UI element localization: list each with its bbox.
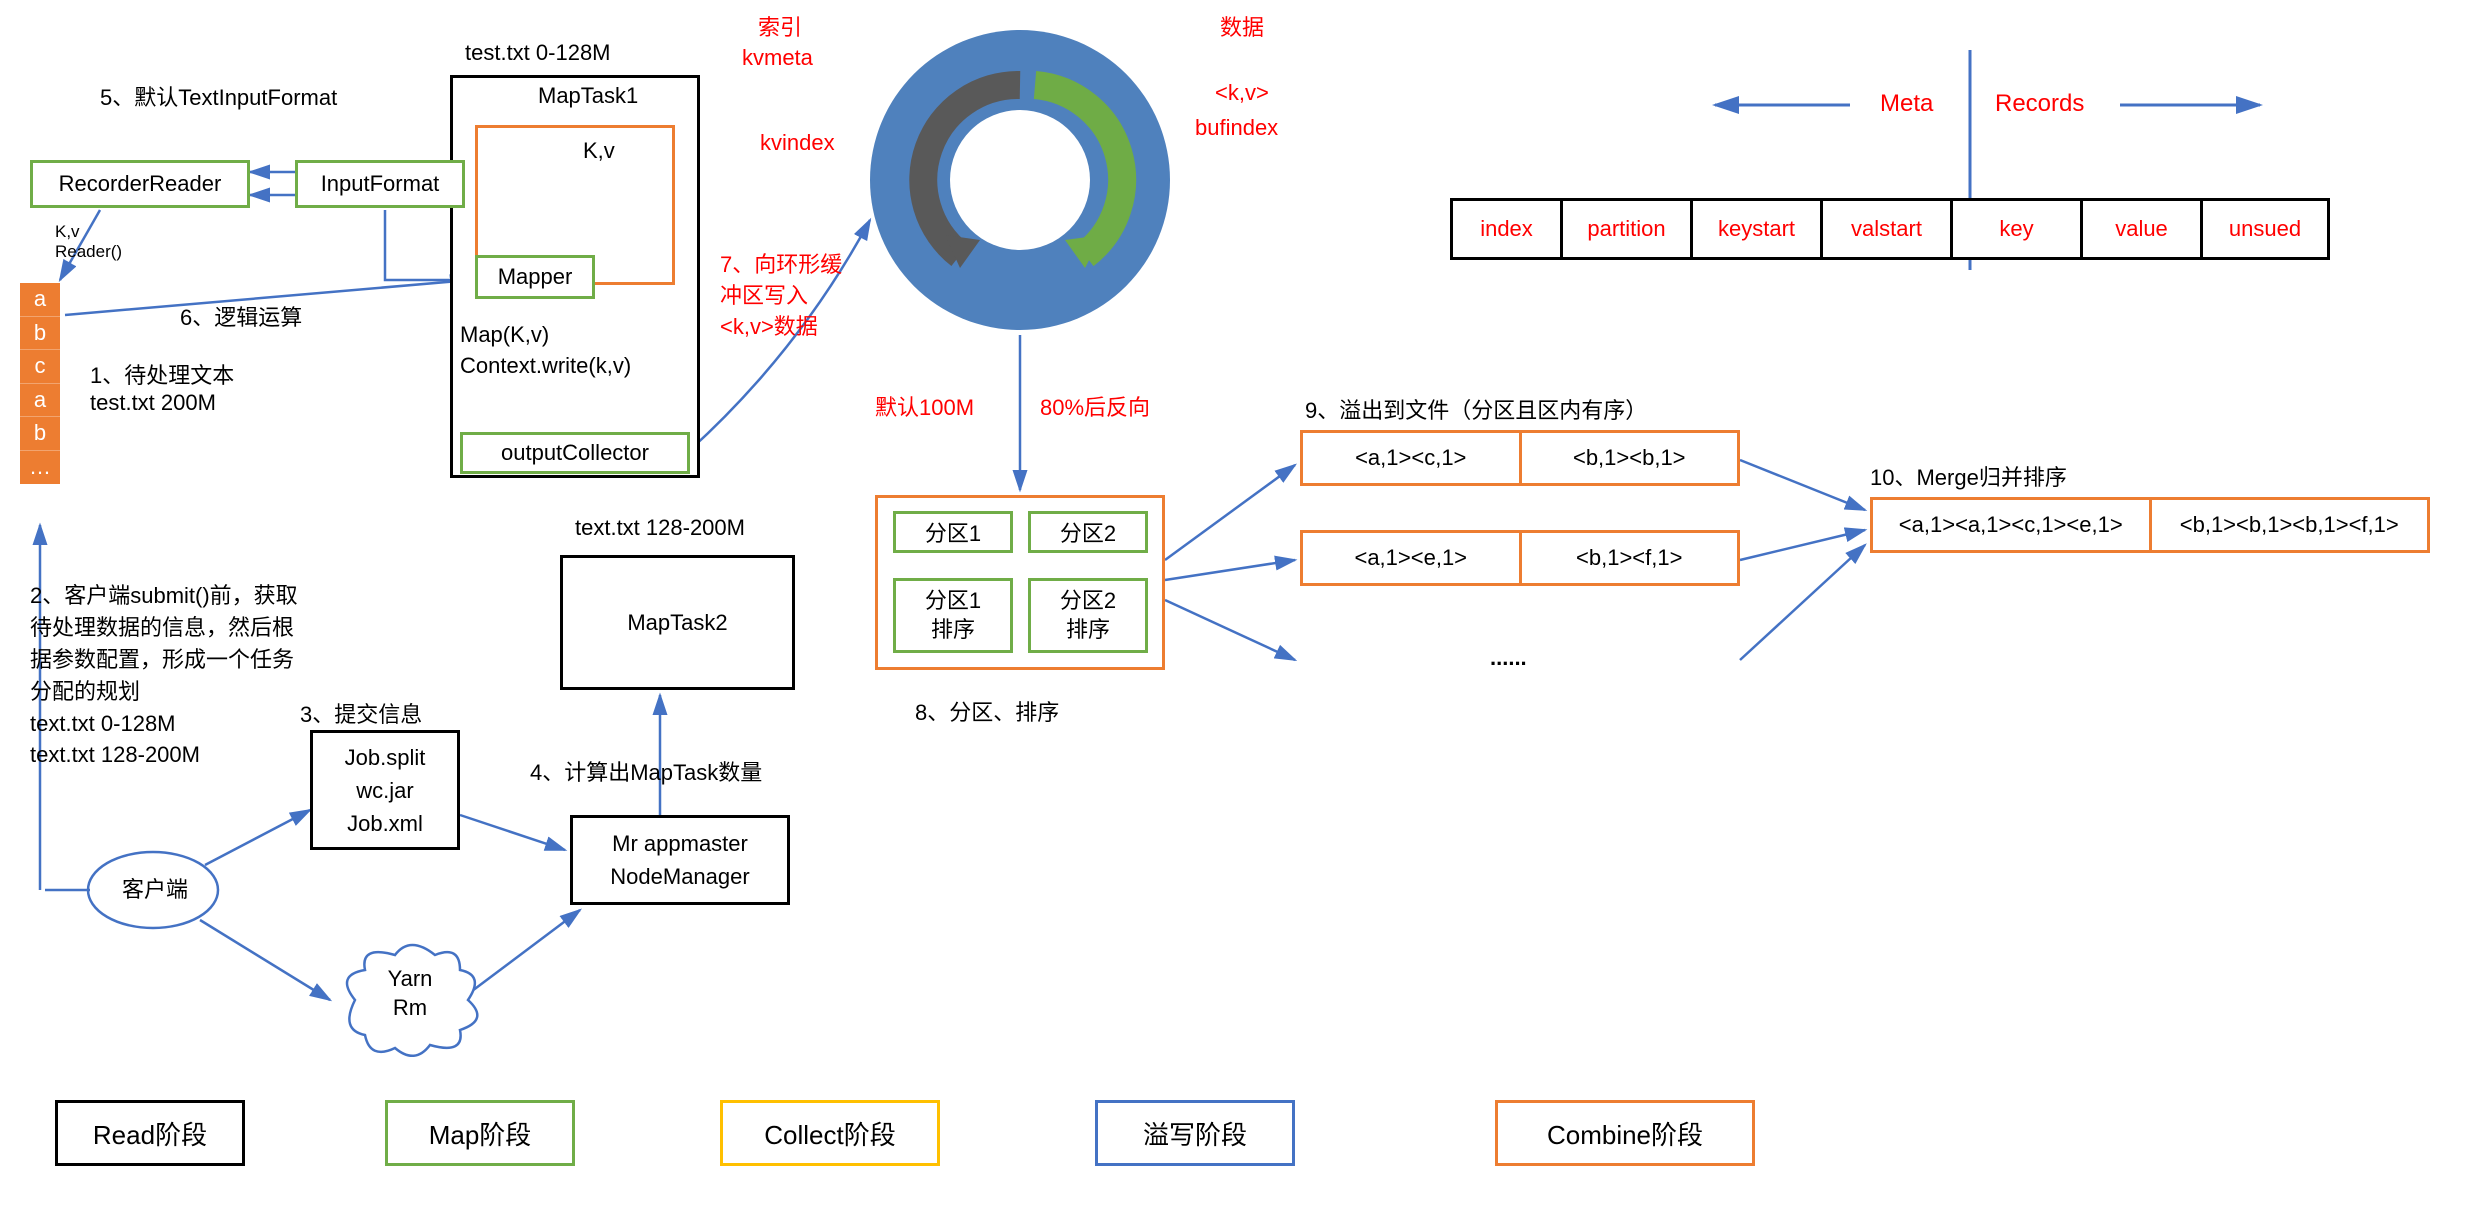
partition2-box: 分区2: [1028, 511, 1148, 553]
step1-label: 1、待处理文本 test.txt 200M: [90, 358, 234, 416]
step2-label: 2、客户端submit()前，获取待处理数据的信息，然后根据参数配置，形成一个任…: [30, 580, 300, 771]
maptask2-header: text.txt 128-200M: [575, 515, 745, 541]
stage-spill: 溢写阶段: [1095, 1100, 1295, 1166]
stage-combine: Combine阶段: [1495, 1100, 1755, 1166]
step5-label: 5、默认TextInputFormat: [100, 80, 337, 112]
step10-label: 10、Merge归并排序: [1870, 460, 2067, 492]
spill-row1: <a,1><c,1> <b,1><b,1>: [1300, 430, 1740, 486]
ellipsis-label: ......: [1490, 645, 1527, 671]
spill1-left: <a,1><c,1>: [1303, 433, 1522, 483]
kv-reader-label: K,v Reader(): [55, 222, 122, 262]
meta-cell-valstart: valstart: [1820, 198, 1950, 260]
merge-row: <a,1><a,1><c,1><e,1> <b,1><b,1><b,1><f,1…: [1870, 497, 2430, 553]
step3-label: 3、提交信息: [300, 697, 422, 729]
index-top-label: 索引: [758, 10, 802, 42]
spill2-left: <a,1><e,1>: [1303, 533, 1522, 583]
meta-label: Meta: [1880, 90, 1933, 118]
recorder-reader-box: RecorderReader: [30, 160, 250, 208]
kv-label: K,v: [583, 138, 615, 164]
stage-read: Read阶段: [55, 1100, 245, 1166]
map-write-label: Map(K,v) Context.write(k,v): [460, 320, 631, 382]
partition1-sort-box: 分区1 排序: [893, 578, 1013, 653]
appmaster-box: Mr appmaster NodeManager: [570, 815, 790, 905]
output-collector-box: outputCollector: [460, 432, 690, 474]
ring-buffer: [870, 30, 1170, 330]
meta-cell-keystart: keystart: [1690, 198, 1820, 260]
merge-left: <a,1><a,1><c,1><e,1>: [1873, 500, 2152, 550]
records-label: Records: [1995, 90, 2084, 118]
step7-label: 7、向环形缓冲区写入<k,v>数据: [720, 250, 860, 342]
stage-map: Map阶段: [385, 1100, 575, 1166]
yarn-label: Yarn Rm: [370, 965, 450, 1022]
mapper-box: Mapper: [475, 255, 595, 299]
data-top-label: 数据: [1220, 10, 1264, 42]
bufindex-label: bufindex: [1195, 115, 1278, 141]
meta-cell-key: key: [1950, 198, 2080, 260]
job-split-box: Job.split wc.jar Job.xml: [310, 730, 460, 850]
meta-cell-value: value: [2080, 198, 2200, 260]
file-block: a b c a b …: [20, 283, 60, 484]
meta-cell-index: index: [1450, 198, 1560, 260]
client-label: 客户端: [105, 872, 205, 904]
meta-cell-unsued: unsued: [2200, 198, 2330, 260]
maptask2-box: MapTask2: [560, 555, 795, 690]
reverse80-label: 80%后反向: [1040, 390, 1150, 422]
step9-label: 9、溢出到文件（分区且区内有序）: [1305, 393, 1647, 425]
input-format-box: InputFormat: [295, 160, 465, 208]
partition1-box: 分区1: [893, 511, 1013, 553]
maptask1-label: MapTask1: [538, 83, 638, 109]
kvmeta-label: kvmeta: [742, 45, 813, 71]
kvindex-label: kvindex: [760, 130, 835, 156]
spill1-right: <b,1><b,1>: [1522, 433, 1738, 483]
partition2-sort-box: 分区2 排序: [1028, 578, 1148, 653]
step6-label: 6、逻辑运算: [180, 300, 302, 332]
default100m-label: 默认100M: [875, 390, 974, 422]
stage-collect: Collect阶段: [720, 1100, 940, 1166]
merge-right: <b,1><b,1><b,1><f,1>: [2152, 500, 2428, 550]
meta-cell-partition: partition: [1560, 198, 1690, 260]
spill-row2: <a,1><e,1> <b,1><f,1>: [1300, 530, 1740, 586]
spill2-right: <b,1><f,1>: [1522, 533, 1738, 583]
step4-label: 4、计算出MapTask数量: [530, 755, 762, 787]
kv-pair-label: <k,v>: [1215, 80, 1269, 106]
partition-container: 分区1 分区2 分区1 排序 分区2 排序: [875, 495, 1165, 670]
step8-label: 8、分区、排序: [915, 695, 1059, 727]
maptask1-header: test.txt 0-128M: [465, 40, 611, 66]
meta-table: index partition keystart valstart key va…: [1450, 198, 2330, 260]
